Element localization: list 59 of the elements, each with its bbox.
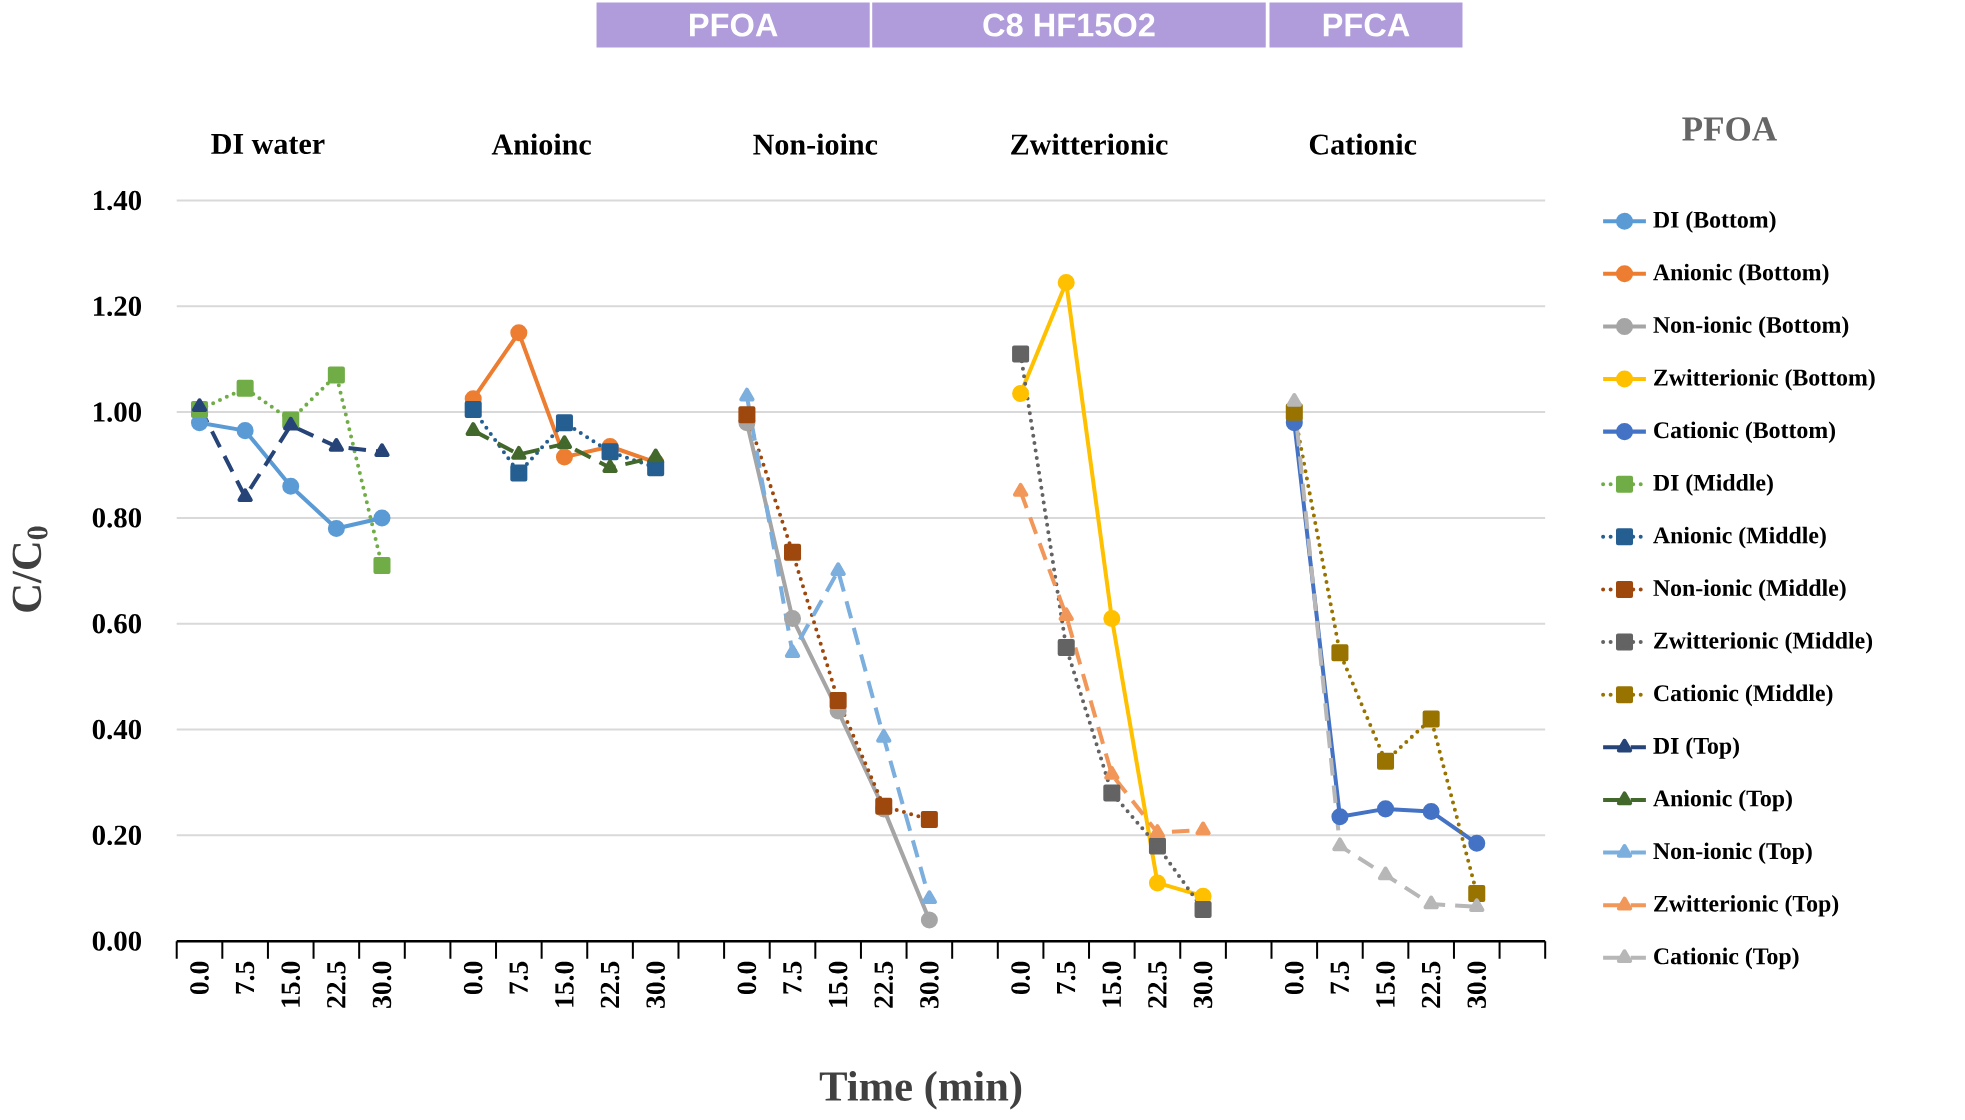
legend-label: DI (Bottom)	[1653, 210, 1776, 233]
x-tick-label: 22.5	[327, 961, 346, 1008]
legend-label: Non-ionic (Top)	[1653, 842, 1812, 864]
x-tick-label: 15.0	[555, 961, 574, 1007]
x-tick-label: 30.0	[920, 961, 939, 1008]
legend-label: DI (Middle)	[1653, 473, 1773, 496]
text: Anioinc	[491, 133, 591, 155]
y-tick-label: 1.20	[93, 296, 142, 316]
legend-label: DI (Top)	[1653, 737, 1739, 759]
legend-label: Anionic (Middle)	[1653, 526, 1826, 549]
y-tick-label: 0.20	[92, 825, 142, 845]
legend-label: Zwitterionic (Bottom)	[1654, 368, 1875, 391]
text: C8 HF15O2	[983, 13, 1155, 37]
x-tick-label: 15.0	[281, 961, 301, 1007]
text: DI water	[211, 133, 325, 154]
legend-label: Anionic (Top)	[1653, 789, 1792, 812]
y-tick-label: 0.80	[92, 507, 142, 528]
legend-label: Zwitterionic (Middle)	[1654, 631, 1873, 654]
x-tick-label: 22.5	[600, 961, 620, 1008]
x-tick-label: 30.0	[372, 961, 392, 1008]
y-tick-label: 1.00	[93, 402, 142, 422]
legend-label: Non-ionic (Bottom)	[1653, 316, 1849, 338]
x-tick-label: 0.0	[737, 961, 757, 994]
y-tick-label: 1.40	[93, 190, 142, 211]
text: PFOA	[690, 13, 778, 37]
x-tick-label: 15.0	[1376, 961, 1395, 1007]
legend-label: Anionic (Bottom)	[1653, 263, 1829, 286]
text: Cationic	[1309, 133, 1417, 155]
x-tick-label: 30.0	[646, 961, 666, 1008]
x-tick-label: 15.0	[828, 961, 848, 1007]
x-tick-label: 0.0	[190, 961, 209, 994]
x-axis-title: Time (min)	[819, 1070, 1022, 1110]
x-tick-label: 22.5	[874, 961, 894, 1008]
text: Non-ioinc	[753, 133, 878, 155]
x-tick-label: 7.5	[783, 961, 802, 994]
x-tick-label: 7.5	[509, 961, 529, 994]
x-tick-label: 7.5	[235, 961, 255, 994]
y-tick-label: 0.40	[92, 719, 142, 740]
legend-label: Cationic (Bottom)	[1654, 421, 1836, 443]
y-axis-title: C/C$_{0}$	[12, 526, 48, 612]
text: PFCA	[1323, 13, 1410, 37]
x-tick-label: 0.0	[1011, 961, 1030, 994]
legend-label: Zwitterionic (Top)	[1654, 894, 1839, 917]
x-tick-label: 7.5	[1330, 961, 1350, 994]
legend-label: Cationic (Middle)	[1654, 684, 1833, 706]
x-tick-label: 30.0	[1467, 961, 1487, 1008]
legend-label: Cationic (Top)	[1654, 947, 1799, 970]
y-tick-label: 0.00	[92, 931, 142, 951]
x-tick-label: 22.5	[1421, 961, 1441, 1008]
x-tick-label: 15.0	[1102, 961, 1122, 1007]
y-tick-label: 0.60	[92, 613, 142, 634]
text: Zwitterionic	[1011, 133, 1168, 155]
x-tick-label: 0.0	[1284, 961, 1304, 994]
x-tick-label: 30.0	[1193, 961, 1213, 1008]
legend-title: PFOA	[1682, 117, 1777, 141]
x-tick-label: 22.5	[1148, 961, 1167, 1008]
legend-label: Non-ionic (Middle)	[1653, 579, 1846, 601]
x-tick-label: 0.0	[463, 961, 483, 994]
x-tick-label: 7.5	[1057, 961, 1076, 994]
